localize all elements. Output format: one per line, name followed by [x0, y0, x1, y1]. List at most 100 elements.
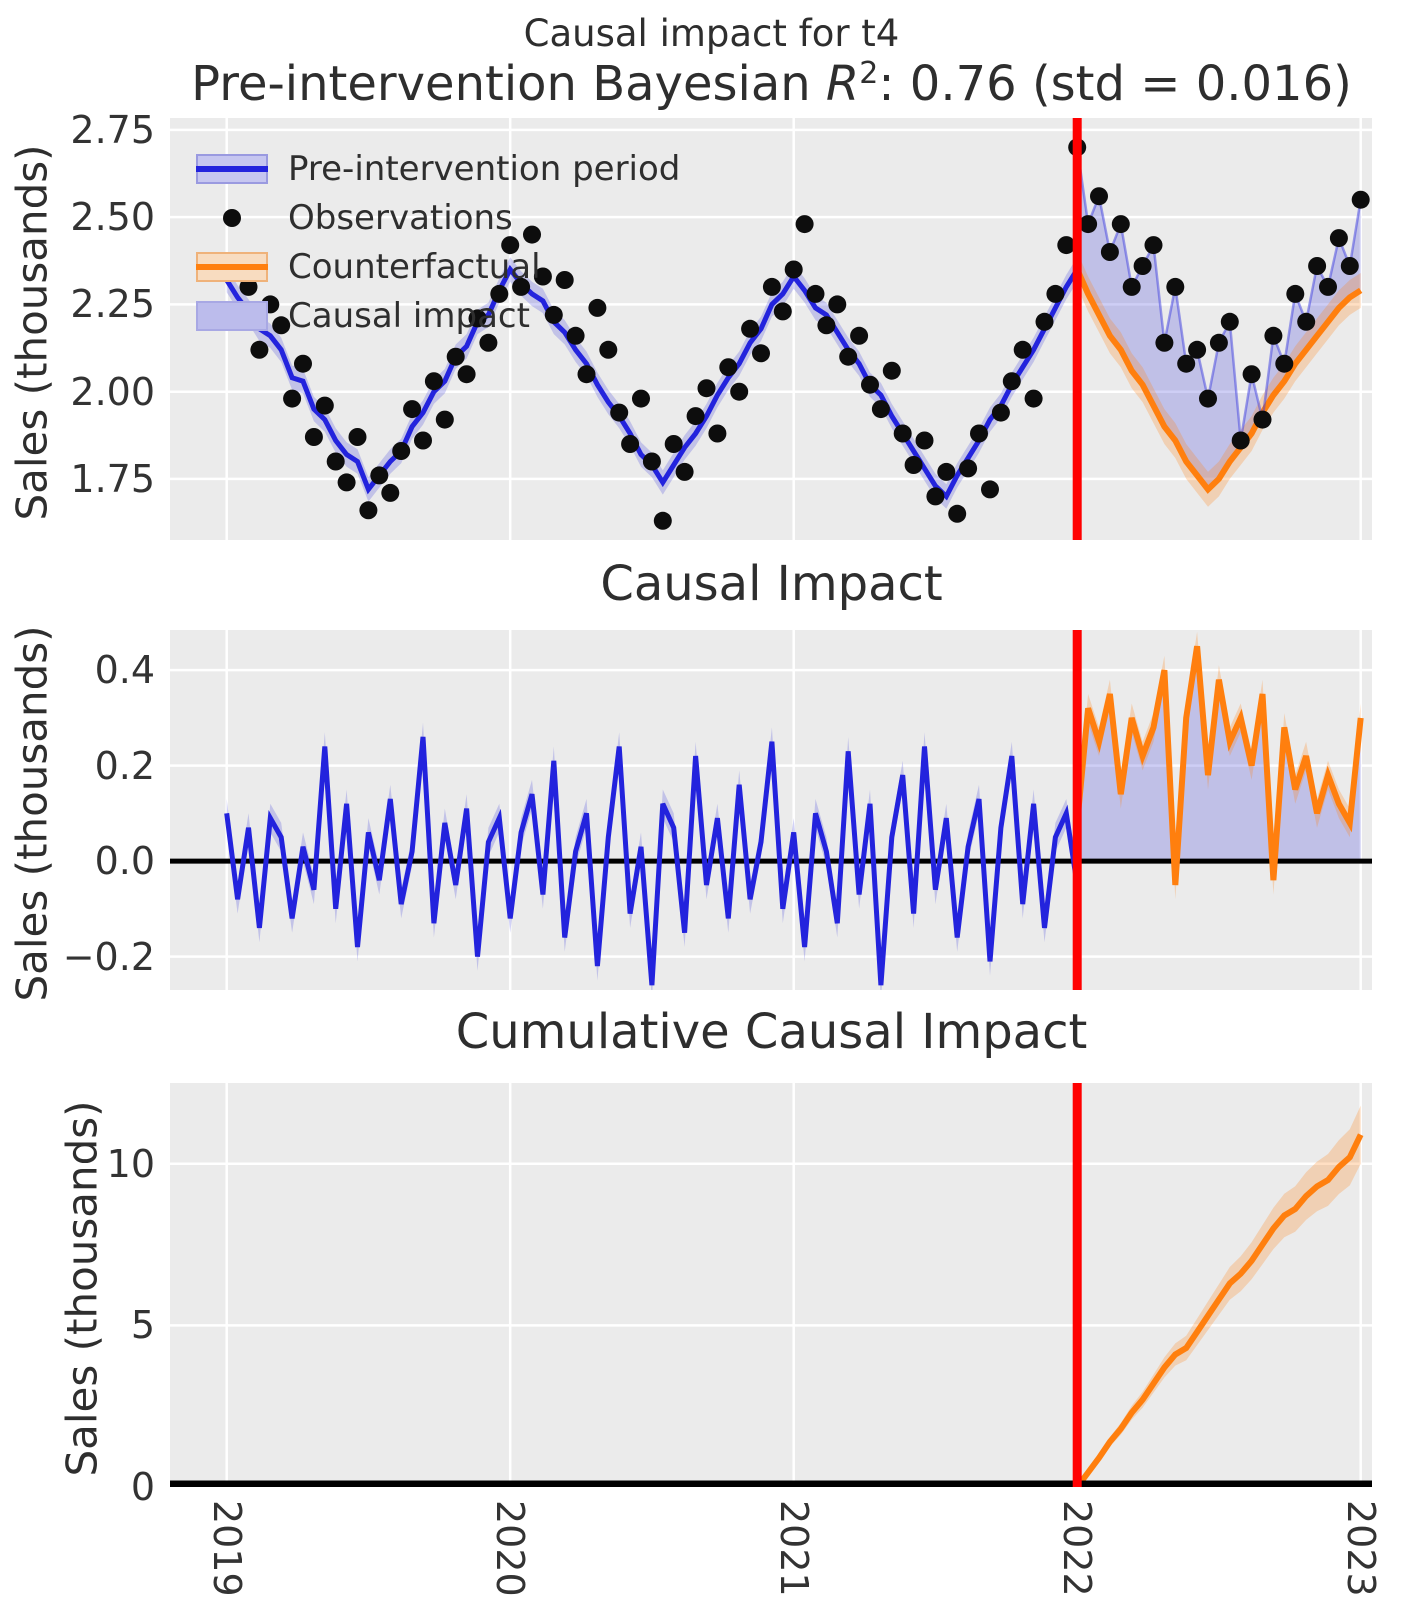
observation-dot: [304, 428, 323, 446]
observation-dot: [479, 333, 498, 352]
observation-dot: [294, 354, 312, 373]
observation-dot: [686, 407, 705, 426]
observation-dot: [970, 424, 988, 443]
observation-dot: [315, 396, 334, 415]
observation-dot: [632, 389, 650, 408]
observation-dot: [523, 225, 541, 244]
observation-dot: [959, 459, 978, 478]
observation-dot: [283, 389, 302, 408]
observation-dot: [599, 340, 618, 359]
panel-1-ytick-1.75: 1.75: [70, 457, 155, 501]
observation-dot: [795, 215, 814, 234]
observation-dot: [610, 403, 629, 422]
observation-dot: [828, 295, 847, 314]
panel-2-ytick-−0.2: −0.2: [62, 935, 155, 979]
observation-dot: [871, 400, 890, 419]
observation-dot: [1046, 284, 1065, 303]
observation-dot: [1286, 284, 1305, 303]
observation-dot: [403, 400, 422, 419]
xtick-2023: 2023: [1339, 1500, 1383, 1597]
observation-dot: [1231, 431, 1250, 450]
impact-post-line: [1074, 645, 1364, 886]
observation-dot: [501, 236, 520, 255]
observation-dot: [1024, 389, 1043, 408]
observation-dot: [1002, 372, 1021, 391]
observation-dot: [1133, 257, 1152, 275]
xtick-2019: 2019: [205, 1500, 249, 1597]
observation-dot: [708, 424, 727, 443]
observation-dot: [730, 382, 749, 401]
legend-item-pre-intervention-period: Pre-intervention period: [196, 144, 680, 193]
panel-3-ylabel: Sales (thousands): [57, 1100, 107, 1477]
plot-background: [170, 118, 1372, 540]
observation-dot: [1242, 365, 1261, 384]
impact-pre-line: [224, 736, 1080, 986]
legend-label: Causal impact: [288, 295, 530, 336]
panel-1-title-suffix: : 0.76 (std = 0.016): [878, 56, 1352, 112]
legend-label: Observations: [288, 197, 513, 238]
figure-suptitle: Causal impact for t4: [523, 12, 900, 55]
observation-dot: [817, 316, 836, 335]
panel-3-ytick-5: 5: [130, 1303, 155, 1347]
panel-1-ytick-2.25: 2.25: [70, 282, 155, 326]
observation-dot: [414, 431, 432, 450]
observation-dot: [850, 326, 869, 345]
observation-dot: [1035, 312, 1054, 331]
panel-2-ytick-0.0: 0.0: [94, 839, 155, 883]
observation-dot: [1209, 333, 1228, 352]
observation-dot: [1144, 236, 1163, 255]
observation-dot: [457, 365, 476, 384]
observation-dot: [424, 372, 443, 391]
observation-dot: [1057, 236, 1076, 255]
observation-dot: [1351, 190, 1370, 209]
observation-dot: [1188, 340, 1207, 359]
observation-dot: [555, 271, 574, 289]
observation-dot: [468, 309, 487, 328]
panel-1-title: Pre-intervention Bayesian R2: 0.76 (std …: [60, 56, 1423, 112]
observation-dot: [839, 347, 858, 366]
observation-dot: [642, 452, 661, 471]
observation-dot: [1220, 312, 1239, 331]
observation-dot: [381, 483, 400, 502]
observation-dot: [370, 466, 389, 485]
observation-dot: [904, 456, 923, 474]
observation-dot: [752, 344, 770, 363]
purple-patch-swatch: [196, 300, 268, 331]
observation-dot: [337, 473, 356, 492]
xtick-2021: 2021: [772, 1500, 816, 1597]
observation-dot: [861, 375, 879, 394]
observation-dot: [1079, 215, 1098, 234]
panel-1-title-math-r: R: [825, 56, 860, 112]
panel-3-ytick-0: 0: [130, 1465, 155, 1509]
observation-dot: [348, 428, 367, 446]
observation-dot: [719, 358, 738, 377]
observation-dot: [1264, 326, 1283, 345]
observation-dot: [577, 365, 596, 384]
impact-post-fill: [1077, 646, 1361, 885]
xtick-2020: 2020: [488, 1500, 532, 1597]
observation-dot: [435, 410, 454, 429]
xtick-2022: 2022: [1055, 1500, 1099, 1597]
panel-1-ytick-2.75: 2.75: [70, 108, 155, 152]
observation-dot: [806, 284, 825, 303]
counterfactual-band: [1077, 252, 1361, 507]
observation-dot: [1100, 243, 1119, 261]
panel-2-ytick-0.4: 0.4: [94, 648, 155, 692]
observation-dot: [359, 501, 378, 520]
observation-dot-swatch: [196, 203, 268, 233]
legend-item-observations: Observations: [196, 193, 513, 242]
observation-dot: [1111, 215, 1130, 234]
observation-dot: [1155, 333, 1174, 352]
observation-dot: [773, 302, 792, 321]
observation-dot: [1013, 340, 1032, 359]
cumulative-line: [1074, 1133, 1364, 1487]
observation-dot: [566, 326, 585, 345]
observation-dot: [882, 361, 901, 380]
observation-dot: [1122, 277, 1141, 296]
panel-1-title-prefix: Pre-intervention Bayesian: [191, 56, 826, 112]
observation-dot: [893, 424, 912, 443]
orange-band-line-swatch: [196, 251, 268, 282]
